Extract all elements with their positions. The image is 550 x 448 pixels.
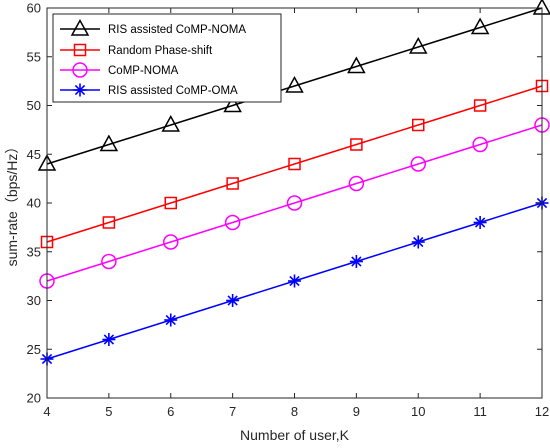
legend-label: RIS assisted CoMP-OMA — [108, 85, 238, 97]
data-point — [286, 195, 303, 211]
data-point — [473, 216, 487, 229]
data-point — [99, 134, 119, 152]
y-tick-label: 30 — [27, 293, 41, 308]
data-point — [411, 235, 425, 249]
y-axis-label: sum-rate（bps/Hz） — [4, 140, 20, 267]
legend-entry: RIS assisted CoMP-NOMA — [60, 18, 246, 36]
data-point — [161, 114, 181, 132]
legend-marker — [72, 62, 88, 78]
data-point — [226, 294, 240, 307]
x-tick-label: 9 — [353, 404, 360, 419]
x-tick-label: 11 — [473, 404, 487, 419]
x-tick-label: 6 — [167, 404, 174, 419]
data-point — [164, 196, 177, 210]
data-point — [288, 157, 301, 171]
legend-label: Random Phase-shift — [108, 45, 213, 57]
data-point — [102, 333, 116, 346]
data-point — [226, 177, 239, 190]
data-point — [410, 156, 426, 172]
legend-entry: Random Phase-shift — [60, 43, 213, 57]
x-tick-label: 8 — [291, 404, 298, 419]
data-point — [349, 255, 363, 268]
data-point — [350, 138, 363, 151]
y-tick-label: 25 — [27, 342, 41, 357]
data-point — [472, 136, 488, 153]
data-point — [164, 313, 178, 327]
y-tick-label: 35 — [27, 244, 41, 259]
legend-entry: CoMP-NOMA — [60, 62, 179, 78]
series-line — [46, 124, 543, 282]
y-tick-label: 55 — [27, 49, 41, 64]
data-point — [348, 175, 365, 192]
legend-marker — [73, 43, 87, 57]
x-tick-label: 10 — [411, 404, 425, 419]
data-point — [412, 118, 425, 132]
y-tick-label: 45 — [27, 147, 41, 162]
x-tick-label: 4 — [43, 404, 50, 419]
data-point — [101, 253, 117, 270]
legend-label: CoMP-NOMA — [108, 65, 179, 77]
legend: RIS assisted CoMP-NOMA Random Phase-shift… — [52, 13, 282, 103]
legend-marker — [73, 83, 87, 97]
data-point — [408, 36, 428, 54]
x-tick-label: 5 — [105, 404, 112, 419]
y-tick-label: 20 — [27, 391, 41, 406]
data-point — [224, 214, 241, 231]
x-tick-label: 12 — [535, 404, 549, 419]
legend-marker — [70, 18, 90, 36]
series-2 — [40, 79, 549, 249]
data-point — [288, 274, 301, 288]
data-point — [102, 216, 116, 229]
series-line — [46, 7, 543, 165]
data-point — [285, 75, 304, 93]
data-point — [163, 234, 179, 250]
data-point — [470, 17, 490, 35]
x-tick-label: 7 — [229, 404, 236, 419]
series-line — [46, 85, 543, 243]
y-tick-label: 60 — [27, 1, 41, 16]
data-point — [223, 95, 242, 113]
legend-entry: RIS assisted CoMP-OMA — [60, 83, 238, 97]
data-point — [347, 56, 366, 74]
y-tick-label: 40 — [27, 196, 41, 211]
x-axis-label: Number of user,K — [240, 427, 350, 443]
data-point — [473, 99, 487, 112]
y-tick-label: 50 — [27, 98, 41, 113]
legend-label: RIS assisted CoMP-NOMA — [108, 24, 246, 36]
